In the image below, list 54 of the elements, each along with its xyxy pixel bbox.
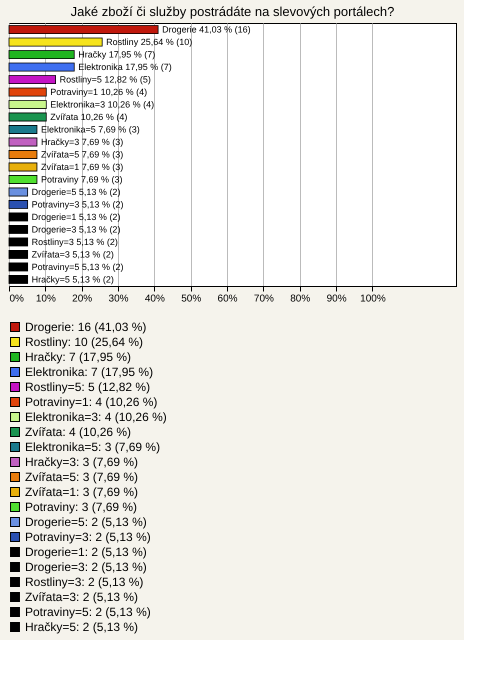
- legend-label: Potraviny=5: 2 (5,13 %): [25, 605, 151, 619]
- legend-label: Zvířata=1: 3 (7,69 %): [25, 485, 138, 499]
- legend-label: Rostliny: 10 (25,64 %): [25, 335, 144, 349]
- data-label: Drogerie 41,03 % (16): [162, 24, 251, 35]
- data-label: Elektronika=5 7,69 % (3): [40, 124, 140, 135]
- x-tick-label: 90%: [326, 294, 347, 304]
- x-tick-label: 50%: [181, 294, 202, 304]
- x-tick-label: 20%: [72, 294, 92, 304]
- legend-label: Rostliny=5: 5 (12,82 %): [25, 380, 150, 394]
- legend-label: Drogerie: 16 (41,03 %): [25, 320, 146, 334]
- data-label: Zvířata=5 7,69 % (3): [40, 150, 124, 160]
- data-label: Zvířata=1 7,69 % (3): [40, 162, 124, 172]
- data-label: Potraviny=3 5,13 % (2): [32, 199, 124, 210]
- legend-label: Hračky=5: 2 (5,13 %): [25, 620, 138, 634]
- legend-label: Potraviny=1: 4 (10,26 %): [25, 395, 158, 409]
- x-tick-label: 0%: [10, 294, 24, 304]
- legend-label: Rostliny=3: 2 (5,13 %): [25, 575, 144, 589]
- data-label: Potraviny=5 5,13 % (2): [32, 262, 124, 272]
- x-tick-label: 40%: [144, 294, 165, 304]
- x-tick-label: 100%: [360, 294, 386, 304]
- legend-label: Zvířata=3: 2 (5,13 %): [25, 590, 138, 604]
- data-label: Elektronika=3 10,26 % (4): [50, 100, 154, 110]
- data-label: Hračky=5 5,13 % (2): [32, 274, 114, 284]
- legend-label: Elektronika=5: 3 (7,69 %): [25, 440, 160, 454]
- legend-label: Hračky: 7 (17,95 %): [25, 350, 132, 364]
- data-label: Potraviny 7,69 % (3): [40, 174, 122, 184]
- legend-label: Drogerie=1: 2 (5,13 %): [25, 545, 147, 559]
- legend-label: Elektronika=3: 4 (10,26 %): [25, 410, 167, 424]
- legend-label: Hračky=3: 3 (7,69 %): [25, 455, 138, 469]
- legend-label: Drogerie=3: 2 (5,13 %): [25, 560, 147, 574]
- data-label: Potraviny=1 10,26 % (4): [50, 87, 148, 98]
- data-label: Rostliny 25,64 % (10): [106, 37, 192, 48]
- data-label: Drogerie=3 5,13 % (2): [32, 224, 120, 234]
- x-tick-label: 30%: [108, 294, 129, 304]
- data-label: Drogerie=5 5,13 % (2): [32, 186, 120, 197]
- data-label: Elektronika 17,95 % (7): [78, 62, 172, 72]
- legend-label: Zvířata: 4 (10,26 %): [25, 425, 132, 439]
- data-label: Hračky=3 7,69 % (3): [40, 137, 124, 148]
- chart-title: Jaké zboží či služby postrádáte na slevových portálech?: [70, 4, 394, 19]
- legend-label: Potraviny: 3 (7,69 %): [25, 500, 138, 514]
- data-label: Rostliny=3 5,13 % (2): [32, 236, 118, 247]
- legend-label: Zvířata=5: 3 (7,69 %): [25, 470, 138, 484]
- x-tick-label: 80%: [290, 294, 310, 304]
- legend-label: Elektronika: 7 (17,95 %): [25, 365, 154, 379]
- data-label: Zvířata 10,26 % (4): [50, 112, 128, 122]
- legend-label: Drogerie=5: 2 (5,13 %): [25, 515, 147, 529]
- x-tick-label: 70%: [254, 294, 274, 304]
- data-label: Rostliny=5 12,82 % (5): [60, 74, 151, 85]
- legend-label: Potraviny=3: 2 (5,13 %): [25, 530, 151, 544]
- data-label: Zvířata=3 5,13 % (2): [32, 249, 114, 260]
- x-tick-label: 60%: [218, 294, 238, 304]
- x-tick-label: 10%: [36, 294, 56, 304]
- data-label: Hračky 17,95 % (7): [78, 50, 156, 60]
- data-label: Drogerie=1 5,13 % (2): [32, 212, 120, 222]
